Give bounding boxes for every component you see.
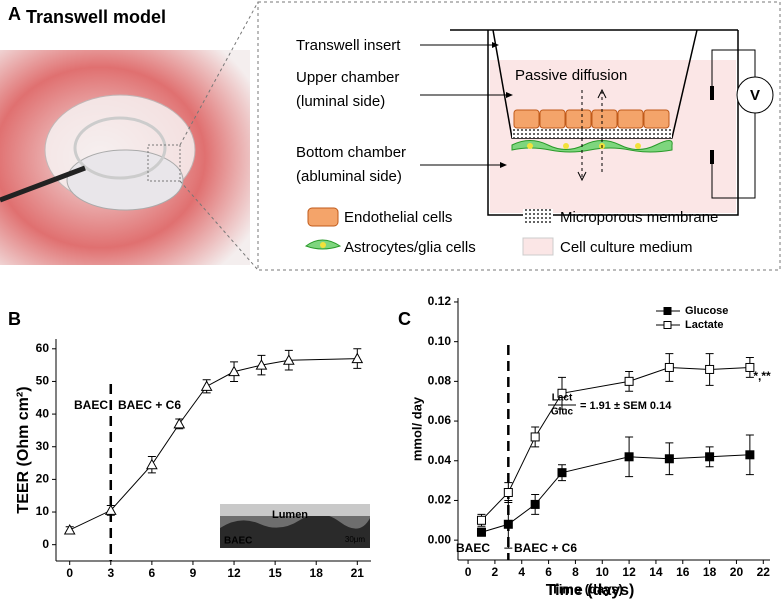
- inset-label: Lumen: [272, 509, 308, 521]
- y-tick-label: 0.10: [428, 334, 452, 348]
- x-tick-label: 15: [268, 566, 282, 580]
- legend-label: Cell culture medium: [560, 239, 693, 256]
- panel-label: B: [8, 309, 21, 329]
- inset-scale: 30μm: [345, 535, 366, 544]
- label: Upper chamber: [296, 69, 399, 86]
- legend-label: Lactate: [685, 319, 724, 331]
- ratio-denominator: Gluc: [551, 407, 574, 418]
- inset-top: [220, 504, 370, 516]
- ratio-text: = 1.91 ± SEM 0.14: [580, 400, 672, 412]
- legend-label: Astrocytes/glia cells: [344, 239, 476, 256]
- marker: [476, 527, 486, 537]
- marker: [530, 432, 540, 442]
- y-axis-title: mmol/ day: [409, 396, 424, 461]
- label: (abluminal side): [296, 168, 402, 185]
- marker: [705, 364, 715, 374]
- label: Bottom chamber: [296, 144, 406, 161]
- marker: [63, 523, 76, 535]
- y-tick-label: 0.00: [428, 532, 452, 546]
- x-tick-label: 6: [545, 565, 552, 579]
- x-tick-label: 4: [518, 565, 525, 579]
- y-tick-label: 40: [36, 406, 50, 420]
- legend-label: Endothelial cells: [344, 209, 452, 226]
- y-tick-label: 0: [42, 537, 49, 551]
- y-tick-label: 0.04: [428, 453, 452, 467]
- marker: [503, 519, 513, 529]
- legend-label: Glucose: [685, 305, 728, 317]
- meter-label: V: [750, 87, 760, 104]
- legend-marker: [663, 321, 672, 329]
- marker: [351, 352, 364, 364]
- diagram-title: Transwell model: [26, 7, 166, 27]
- marker: [624, 452, 634, 462]
- marker: [745, 362, 755, 372]
- marker: [228, 365, 240, 377]
- annotation: BAEC: [456, 541, 490, 555]
- y-tick-label: 10: [36, 504, 50, 518]
- legend-marker: [663, 307, 672, 315]
- annotation: BAEC: [74, 398, 108, 412]
- marker: [503, 488, 513, 498]
- diagram: [257, 1, 781, 271]
- y-tick-label: 50: [36, 374, 50, 388]
- x-axis-title: Time (days): [551, 581, 623, 596]
- x-tick-label: 0: [465, 565, 472, 579]
- y-axis-title: TEER (Ohm cm²): [15, 386, 32, 513]
- marker: [557, 468, 567, 478]
- x-tick-label: 0: [66, 566, 73, 580]
- x-tick-label: 16: [676, 565, 690, 579]
- inset-label: BAEC: [224, 536, 252, 547]
- y-tick-label: 0.08: [428, 374, 452, 388]
- y-tick-label: 60: [36, 341, 50, 355]
- x-tick-label: 2: [492, 565, 499, 579]
- marker: [255, 359, 268, 370]
- x-tick-label: 14: [649, 565, 663, 579]
- x-tick-label: 3: [107, 566, 114, 580]
- x-tick-label: 12: [622, 565, 636, 579]
- y-tick-label: 20: [36, 472, 50, 486]
- y-tick-label: 0.02: [428, 493, 452, 507]
- x-tick-label: 6: [149, 566, 156, 580]
- marker: [146, 458, 158, 470]
- marker: [282, 354, 295, 365]
- marker: [664, 362, 674, 372]
- marker: [530, 499, 540, 509]
- marker: [664, 454, 674, 464]
- marker: [476, 515, 486, 525]
- x-tick-label: 12: [227, 566, 241, 580]
- y-tick-label: 0.12: [428, 294, 452, 308]
- x-tick-label: 18: [703, 565, 717, 579]
- label: (luminal side): [296, 93, 385, 110]
- x-tick-label: 21: [351, 566, 365, 580]
- ratio-numerator: Lact: [552, 393, 573, 404]
- x-tick-label: 18: [310, 566, 324, 580]
- marker: [745, 450, 755, 460]
- x-tick-label: 20: [730, 565, 744, 579]
- series-line: [481, 366, 750, 521]
- inset-tissue: [220, 513, 370, 548]
- marker: [624, 376, 634, 386]
- x-tick-label: 22: [757, 565, 771, 579]
- label: Transwell insert: [296, 37, 401, 54]
- x-tick-label: 9: [190, 566, 197, 580]
- panel-label: C: [398, 309, 411, 329]
- x-tick-label: 8: [572, 565, 579, 579]
- marker: [173, 417, 186, 429]
- panel-label: A: [8, 4, 21, 24]
- marker: [104, 504, 117, 515]
- y-tick-label: 30: [36, 439, 50, 453]
- legend-label: Microporous membrane: [560, 209, 718, 226]
- marker: [200, 380, 213, 391]
- marker: [557, 388, 567, 398]
- marker: [705, 452, 715, 462]
- x-tick-label: 10: [596, 565, 610, 579]
- annotation: BAEC + C6: [514, 541, 577, 555]
- annotation: *,**: [753, 369, 771, 383]
- y-tick-label: 0.06: [428, 413, 452, 427]
- x-axis-title: Time (days): [546, 582, 635, 599]
- label: Passive diffusion: [515, 67, 627, 84]
- annotation: BAEC + C6: [118, 398, 181, 412]
- photo: [0, 1, 259, 271]
